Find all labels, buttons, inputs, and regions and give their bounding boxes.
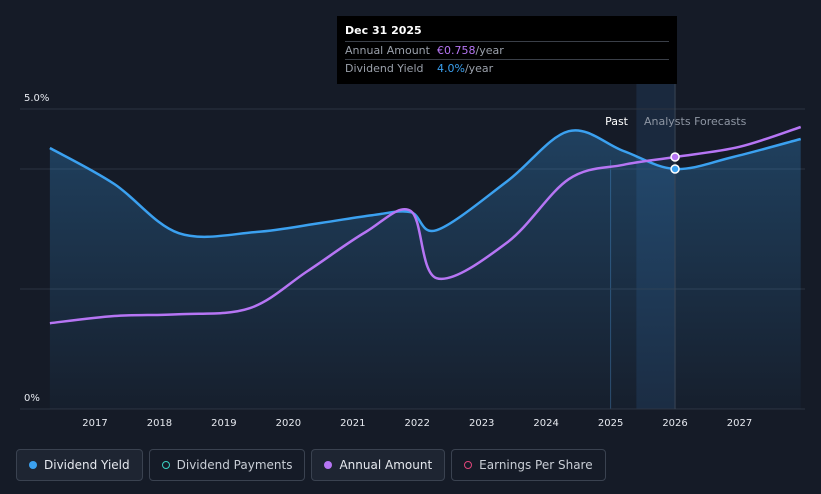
x-tick-label: 2025: [598, 418, 623, 429]
y-tick-label-bottom: 0%: [24, 393, 40, 404]
x-tick-label: 2026: [662, 418, 687, 429]
tooltip: Dec 31 2025 Annual Amount €0.758 /year D…: [337, 16, 677, 84]
x-tick-label: 2017: [82, 418, 107, 429]
tooltip-row-annual-amount: Annual Amount €0.758 /year: [345, 41, 669, 59]
x-tick-label: 2022: [405, 418, 430, 429]
dividend-yield-marker: [670, 164, 680, 174]
tooltip-unit: /year: [464, 62, 494, 75]
x-tick-label: 2019: [211, 418, 236, 429]
x-tick-label: 2018: [147, 418, 172, 429]
x-axis-ticks: 2017 2018 2019 2020 2021 2022 2023 2024 2025 2026…: [82, 418, 752, 429]
tooltip-label: Dividend Yield: [345, 62, 424, 75]
tooltip-date: Dec 31 2025: [345, 24, 422, 37]
tooltip-value: €0.758: [437, 44, 476, 57]
legend-label: Dividend Yield: [44, 458, 130, 472]
x-tick-label: 2024: [533, 418, 558, 429]
tooltip-value: 4.0%: [437, 62, 465, 75]
forecast-region-label: Analysts Forecasts: [644, 115, 747, 128]
x-tick-label: 2023: [469, 418, 494, 429]
annual-amount-line: [49, 125, 802, 325]
legend-ring-icon: [161, 461, 170, 469]
tooltip-label: Annual Amount: [345, 44, 430, 57]
dividend-yield-area: [49, 130, 801, 409]
x-tick-label: 2027: [727, 418, 752, 429]
legend-ring-icon: [464, 461, 473, 469]
x-tick-label: 2020: [276, 418, 301, 429]
legend-item-annual-amount[interactable]: Annual Amount: [311, 449, 446, 481]
chart-legend: Dividend Yield Dividend Payments Annual …: [16, 449, 606, 481]
tooltip-row-dividend-yield: Dividend Yield 4.0% /year: [345, 59, 669, 77]
legend-label: Dividend Payments: [176, 458, 293, 472]
legend-dot-icon: [29, 461, 37, 469]
x-tick-label: 2021: [340, 418, 365, 429]
legend-dot-icon: [324, 461, 333, 469]
annual-amount-marker: [670, 152, 680, 162]
legend-item-earnings-per-share[interactable]: Earnings Per Share: [451, 449, 606, 481]
tooltip-unit: /year: [475, 44, 504, 57]
legend-label: Earnings Per Share: [479, 458, 593, 472]
dividend-yield-line: [49, 129, 802, 239]
legend-item-dividend-yield[interactable]: Dividend Yield: [16, 449, 143, 481]
legend-item-dividend-payments[interactable]: Dividend Payments: [148, 449, 306, 481]
legend-label: Annual Amount: [339, 458, 433, 472]
dividend-chart: 5.0% 0% Past Analysts Forecasts 2017 2018…: [20, 82, 805, 429]
y-tick-label-top: 5.0%: [24, 93, 49, 104]
past-region-label: Past: [605, 115, 629, 128]
